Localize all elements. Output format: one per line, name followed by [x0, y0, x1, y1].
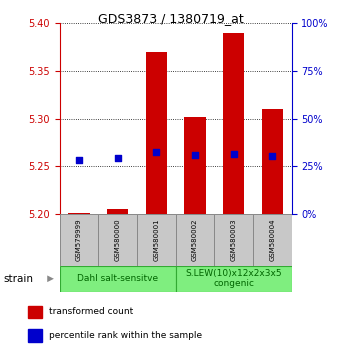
Point — [231, 151, 236, 157]
Text: percentile rank within the sample: percentile rank within the sample — [49, 331, 203, 341]
Text: GSM580001: GSM580001 — [153, 218, 159, 261]
Point — [153, 149, 159, 155]
Bar — [253, 214, 292, 266]
Bar — [262, 109, 283, 214]
Text: GSM580004: GSM580004 — [269, 218, 275, 261]
Text: GSM580000: GSM580000 — [115, 218, 121, 261]
Point — [115, 155, 120, 161]
Point — [269, 153, 275, 159]
Bar — [98, 214, 137, 266]
Text: GDS3873 / 1380719_at: GDS3873 / 1380719_at — [98, 12, 243, 25]
Point — [76, 157, 82, 162]
Bar — [60, 214, 98, 266]
Bar — [146, 52, 167, 214]
Bar — [214, 214, 253, 266]
Bar — [176, 266, 292, 292]
Bar — [68, 213, 90, 214]
Text: GSM580003: GSM580003 — [231, 218, 237, 261]
Text: strain: strain — [3, 274, 33, 284]
Bar — [223, 33, 244, 214]
Bar — [28, 330, 42, 342]
Bar — [184, 117, 206, 214]
Bar — [28, 306, 42, 318]
Text: GSM580002: GSM580002 — [192, 218, 198, 261]
Bar — [60, 266, 176, 292]
Text: Dahl salt-sensitve: Dahl salt-sensitve — [77, 274, 158, 283]
Bar — [107, 210, 128, 214]
Text: S.LEW(10)x12x2x3x5
congenic: S.LEW(10)x12x2x3x5 congenic — [185, 269, 282, 289]
Text: transformed count: transformed count — [49, 307, 134, 316]
Bar — [176, 214, 214, 266]
Point — [192, 152, 198, 158]
Bar — [137, 214, 176, 266]
Text: GSM579999: GSM579999 — [76, 218, 82, 261]
